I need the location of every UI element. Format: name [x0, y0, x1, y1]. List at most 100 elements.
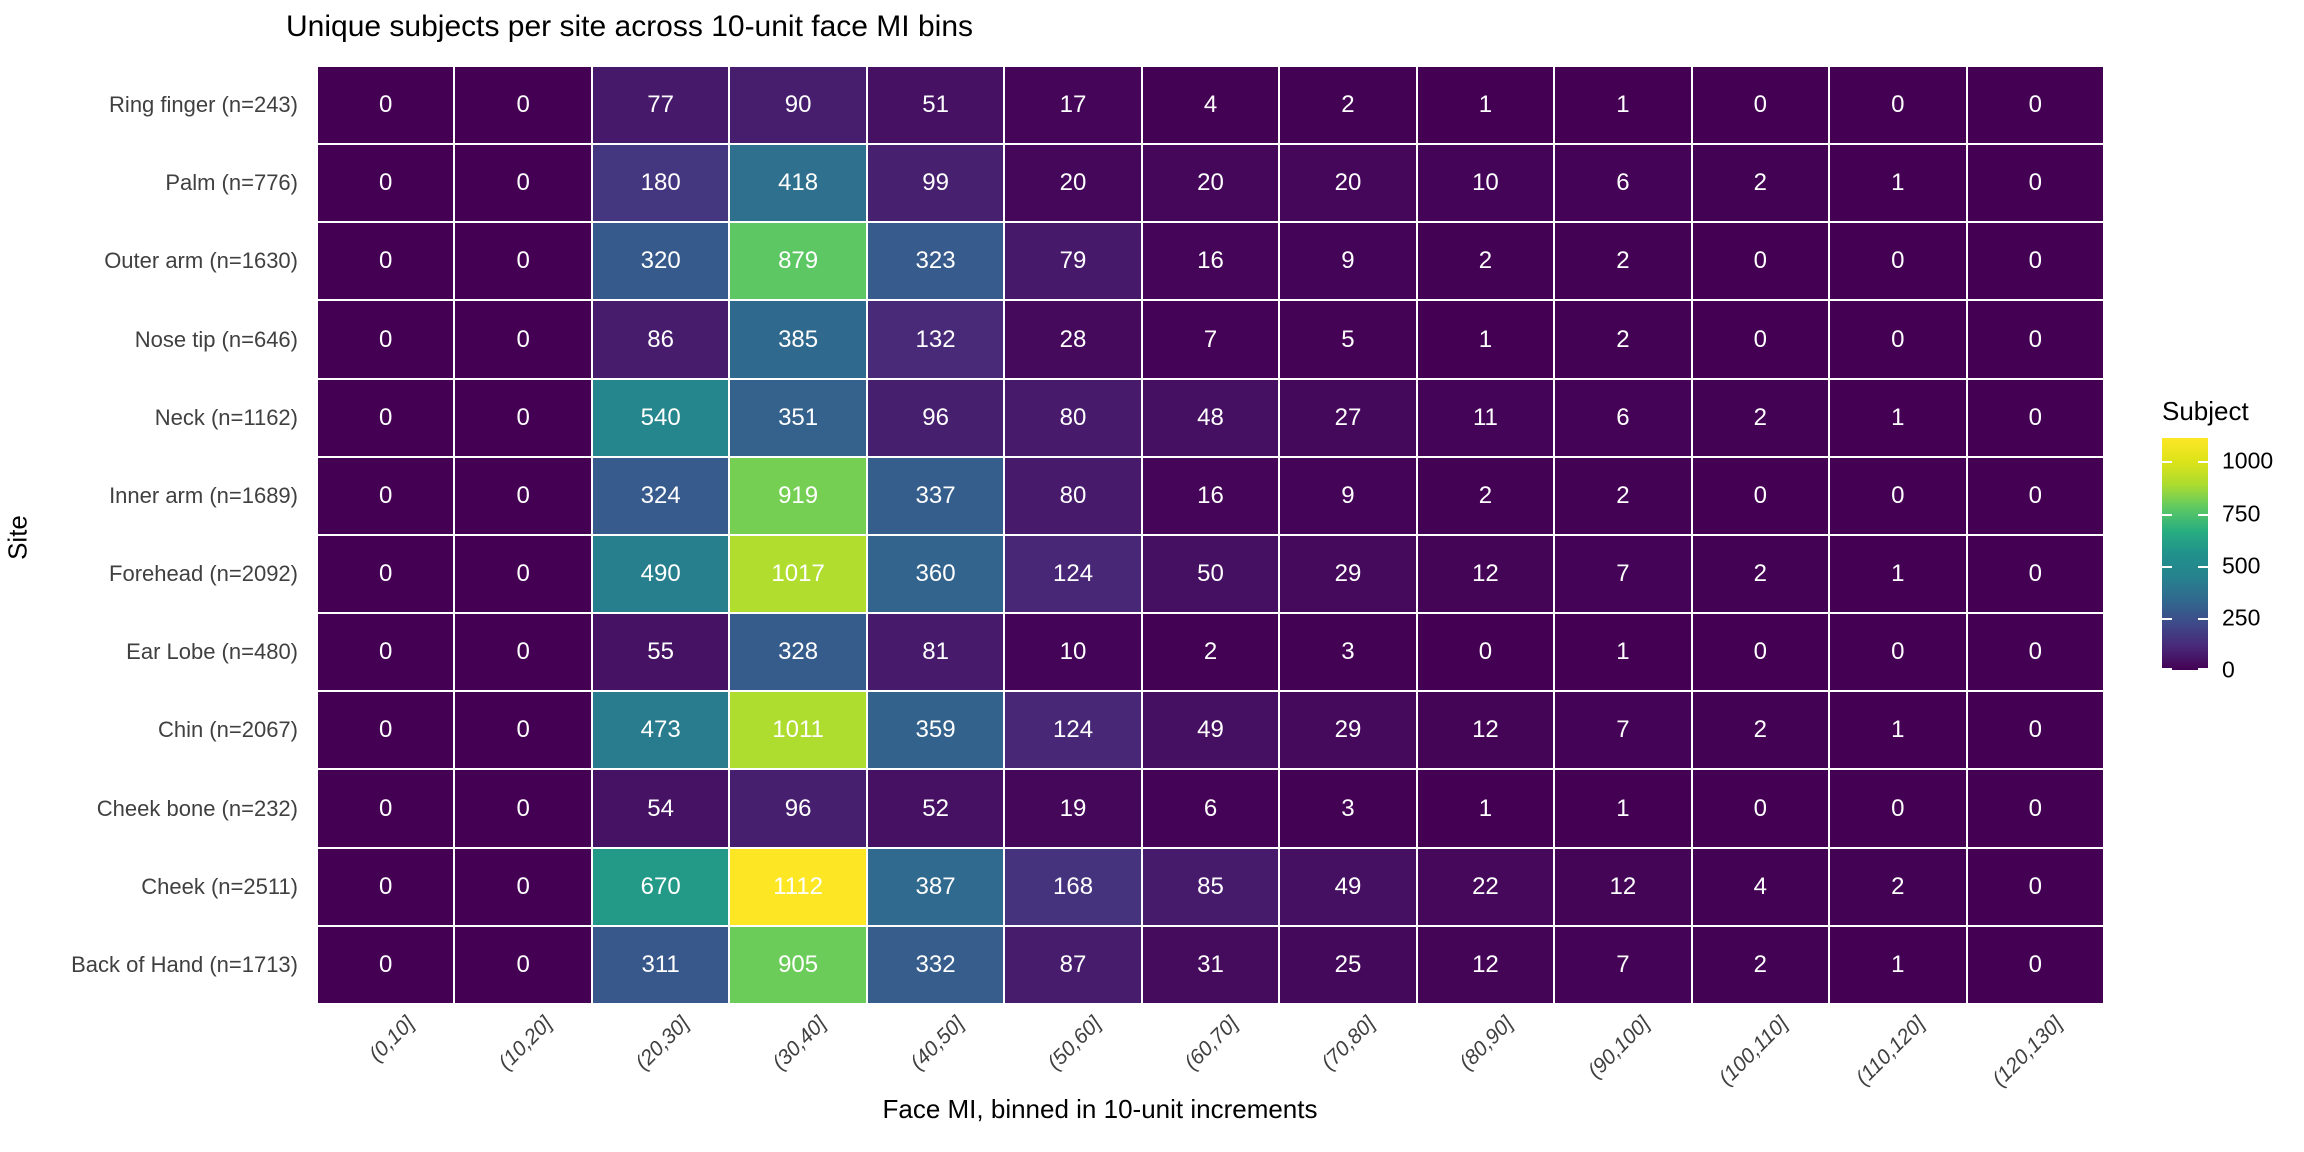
heatmap-cell: 1 — [1417, 301, 1554, 378]
x-axis-tick-label: (40,50] — [905, 1012, 969, 1075]
heatmap-cell: 1 — [1417, 67, 1554, 144]
heatmap-cell: 490 — [592, 535, 729, 613]
heatmap-cell: 0 — [455, 301, 591, 378]
heatmap-cell: 48 — [1142, 379, 1279, 456]
heatmap-cell: 1011 — [730, 692, 866, 769]
heatmap-cell: 7 — [1142, 301, 1279, 378]
heatmap-cell: 323 — [867, 223, 1004, 300]
x-axis-title: Face MI, binned in 10-unit increments — [882, 1094, 1318, 1124]
heatmap-cell: 0 — [1967, 848, 2103, 925]
heatmap-cell: 6 — [1555, 379, 1691, 456]
heatmap-cell: 20 — [1280, 145, 1416, 222]
y-axis-label: Back of Hand (n=1713) — [71, 951, 298, 977]
heatmap-cell: 2 — [1692, 145, 1829, 222]
legend-tick — [2198, 617, 2208, 620]
heatmap-cell: 80 — [1005, 379, 1141, 456]
heatmap-cell: 99 — [867, 145, 1004, 222]
heatmap-cell: 0 — [1967, 692, 2103, 769]
heatmap-cell: 0 — [1967, 379, 2103, 456]
heatmap-cell: 320 — [592, 223, 729, 300]
legend-tick — [2162, 617, 2172, 620]
heatmap-cell: 27 — [1280, 379, 1416, 456]
heatmap-cell: 0 — [455, 926, 591, 1003]
heatmap-cell: 2 — [1830, 848, 1966, 925]
heatmap-cell: 1 — [1555, 67, 1691, 144]
heatmap-cell: 0 — [1692, 223, 1829, 300]
heatmap-cell: 1 — [1830, 692, 1966, 769]
x-axis-tick-label: (10,20] — [493, 1012, 557, 1075]
heatmap-cell: 2 — [1555, 301, 1691, 378]
x-axis-tick-label: (70,80] — [1317, 1012, 1381, 1075]
legend-tick — [2162, 461, 2172, 464]
heatmap-cell: 17 — [1005, 67, 1141, 144]
heatmap-cell: 418 — [730, 145, 866, 222]
y-axis-label: Nose tip (n=646) — [134, 326, 298, 352]
heatmap-cell: 85 — [1142, 848, 1279, 925]
heatmap-cell: 96 — [730, 770, 866, 847]
heatmap-cell: 0 — [455, 379, 591, 456]
heatmap-cell: 0 — [1692, 614, 1829, 691]
heatmap-cell: 360 — [867, 535, 1004, 613]
heatmap-cell: 0 — [318, 379, 454, 456]
heatmap-cell: 28 — [1005, 301, 1141, 378]
heatmap-cell: 29 — [1280, 692, 1416, 769]
legend-tick-label: 250 — [2222, 604, 2261, 631]
heatmap-cell: 168 — [1005, 848, 1141, 925]
heatmap-cell: 50 — [1142, 535, 1279, 613]
x-axis-tick-label: (60,70] — [1180, 1012, 1243, 1075]
heatmap-cell: 0 — [318, 535, 454, 613]
heatmap-cell: 7 — [1555, 692, 1691, 769]
legend-tick-label: 1000 — [2222, 447, 2274, 474]
x-axis-tick-label: (120,130] — [1987, 1012, 2067, 1092]
legend-gradient-bar — [2162, 438, 2208, 670]
heatmap-cell: 96 — [867, 379, 1004, 456]
heatmap-cell: 1 — [1830, 145, 1966, 222]
y-axis-label: Ear Lobe (n=480) — [126, 639, 298, 665]
y-axis-label: Neck (n=1162) — [154, 404, 298, 430]
heatmap-cell: 49 — [1142, 692, 1279, 769]
heatmap-cell: 385 — [730, 301, 866, 378]
legend-tick — [2198, 668, 2208, 670]
x-axis-tick-label: (100,110] — [1714, 1012, 1792, 1090]
x-axis-tick-label: (110,120] — [1851, 1012, 1930, 1090]
heatmap-cell: 2 — [1692, 692, 1829, 769]
heatmap-cell: 10 — [1005, 614, 1141, 691]
heatmap-cell: 0 — [318, 457, 454, 534]
heatmap-cell: 0 — [1417, 614, 1554, 691]
y-axis-label: Chin (n=2067) — [157, 717, 298, 743]
heatmap-cell: 0 — [318, 770, 454, 847]
heatmap-cell: 0 — [318, 692, 454, 769]
y-axis-label: Cheek (n=2511) — [141, 873, 298, 899]
heatmap-cell: 20 — [1005, 145, 1141, 222]
heatmap-cell: 77 — [592, 67, 729, 144]
heatmap-cell: 12 — [1555, 848, 1691, 925]
heatmap-cell: 80 — [1005, 457, 1141, 534]
heatmap-cell: 12 — [1417, 535, 1554, 613]
heatmap-cell: 31 — [1142, 926, 1279, 1003]
legend-tick — [2198, 565, 2208, 568]
heatmap-cell: 1 — [1555, 770, 1691, 847]
heatmap-cell: 4 — [1142, 67, 1279, 144]
heatmap-cell: 124 — [1005, 692, 1141, 769]
heatmap-cell: 1 — [1417, 770, 1554, 847]
heatmap-cell: 54 — [592, 770, 729, 847]
heatmap-cell: 5 — [1280, 301, 1416, 378]
heatmap-cell: 0 — [1830, 614, 1966, 691]
x-axis-tick-label: (30,40] — [768, 1012, 831, 1075]
heatmap-cell: 25 — [1280, 926, 1416, 1003]
heatmap-cell: 919 — [730, 457, 866, 534]
heatmap-cell: 52 — [867, 770, 1004, 847]
heatmap-cell: 387 — [867, 848, 1004, 925]
heatmap-cell: 0 — [455, 692, 591, 769]
heatmap-cell: 81 — [867, 614, 1004, 691]
heatmap-cell: 2 — [1555, 457, 1691, 534]
heatmap-cell: 2 — [1417, 223, 1554, 300]
y-axis-label: Ring finger (n=243) — [109, 92, 298, 118]
y-axis-label: Forehead (n=2092) — [109, 561, 298, 587]
heatmap-cell: 0 — [1967, 926, 2103, 1003]
heatmap-cell: 7 — [1555, 535, 1691, 613]
x-axis-tick-label: (20,30] — [631, 1012, 694, 1075]
heatmap-cell: 0 — [318, 301, 454, 378]
y-axis-label: Outer arm (n=1630) — [104, 248, 298, 274]
heatmap-cell: 16 — [1142, 457, 1279, 534]
